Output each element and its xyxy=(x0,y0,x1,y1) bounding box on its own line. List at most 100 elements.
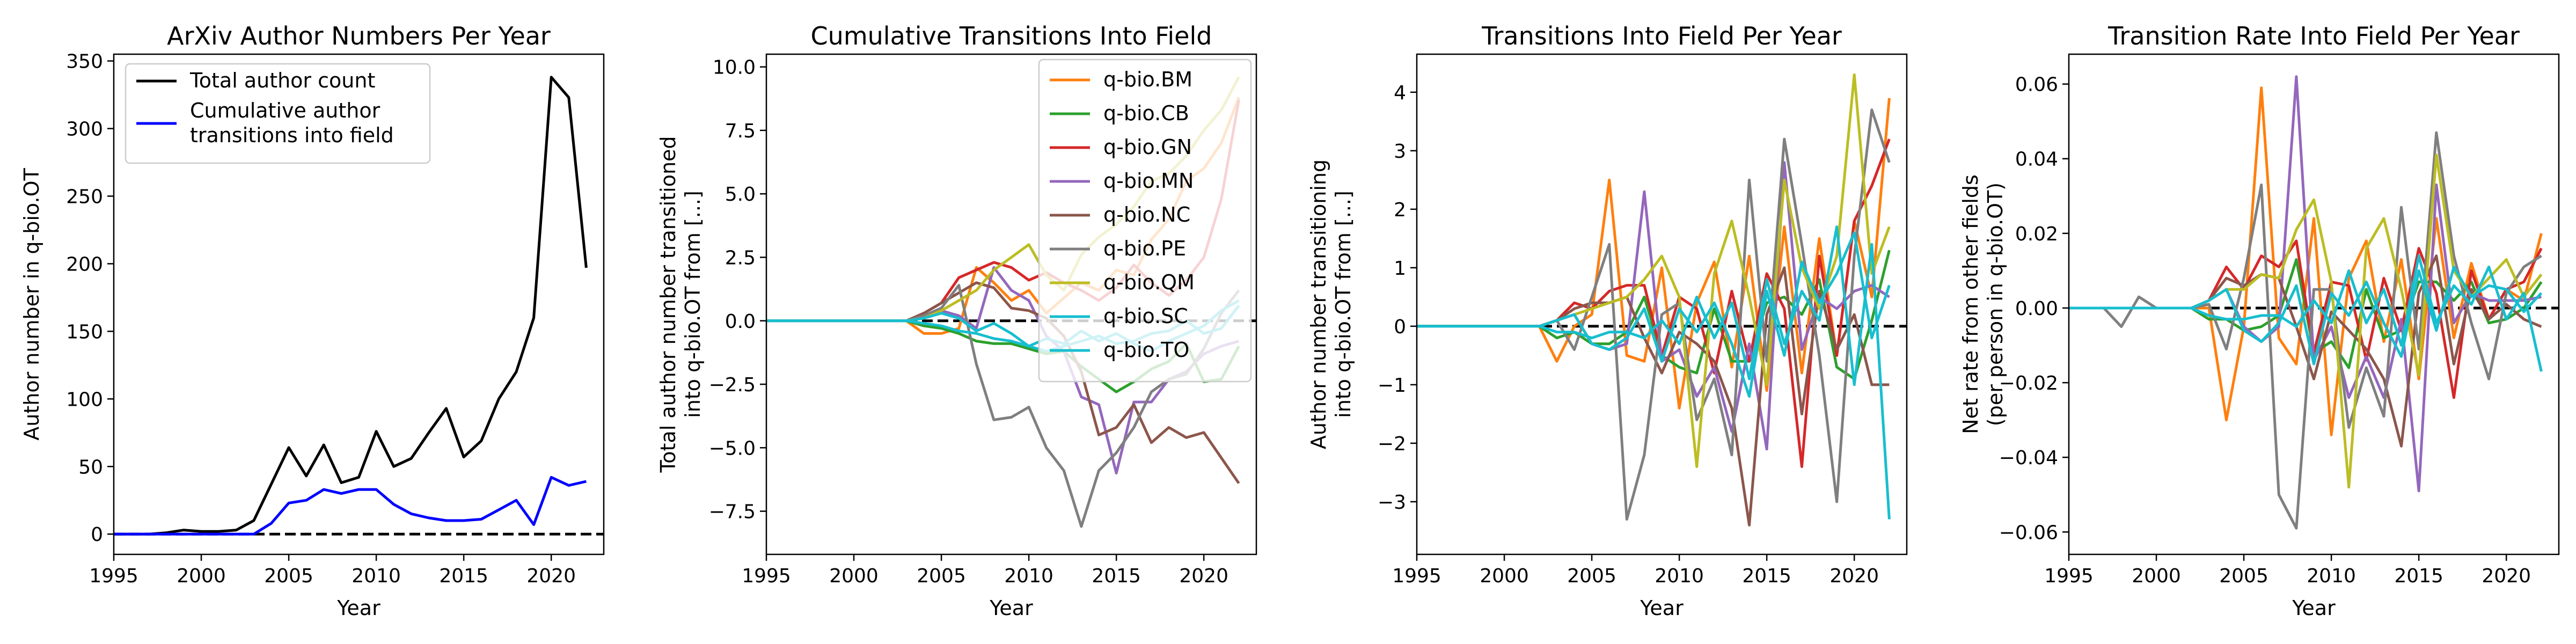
series-group xyxy=(2069,75,2543,530)
y-tick-label: 150 xyxy=(66,321,103,343)
plot-frame xyxy=(765,53,1257,555)
series-group xyxy=(114,76,588,536)
y-axis-label: Net rate from other fields(per person in… xyxy=(1959,174,2007,434)
x-tick-label: 2015 xyxy=(439,565,488,587)
legend: Total author count Cumulative authortrans… xyxy=(125,63,431,164)
legend-box xyxy=(1038,58,1252,383)
y-tick-label: 0.0 xyxy=(725,311,756,333)
legend-entry-label: q-bio.TO xyxy=(1103,338,1189,362)
chart-title: Transitions Into Field Per Year xyxy=(1481,21,1842,50)
x-axis-label: Year xyxy=(1640,596,1684,620)
y-tick-label: 250 xyxy=(66,186,103,208)
y-axis-label: Author number transitioninginto q-bio.OT… xyxy=(1307,159,1355,449)
x-tick-label: 2020 xyxy=(1829,565,1879,587)
x-tick-label: 2000 xyxy=(177,565,226,587)
y-tick-label: 2.5 xyxy=(725,247,756,269)
y-tick-label: 0 xyxy=(1394,316,1406,338)
y-tick-label: −0.06 xyxy=(1999,522,2058,544)
x-tick-label: 2010 xyxy=(1004,565,1053,587)
legend-entry-label: Total author count xyxy=(189,69,375,92)
y-tick-label: 2 xyxy=(1394,199,1406,221)
y-tick-label: −0.04 xyxy=(1999,447,2058,469)
x-tick-label: 1995 xyxy=(742,565,791,587)
plot-frame xyxy=(2068,53,2560,555)
chart-panel-2: Cumulative Transitions Into Field 1995 200… xyxy=(656,21,1257,620)
y-tick-label: 200 xyxy=(66,253,103,275)
series-line-cumulative-author-transitions-into-field xyxy=(114,475,587,536)
y-tick-label: −7.5 xyxy=(709,501,756,523)
series-line-q-bio-bm xyxy=(2069,86,2543,436)
y-tick-label: −2.5 xyxy=(709,374,756,396)
legend-box xyxy=(125,63,431,164)
x-tick-label: 2015 xyxy=(1092,565,1141,587)
y-axis-label-line: (per person in q-bio.OT) xyxy=(1984,182,2007,426)
legend-entry-label: q-bio.BM xyxy=(1103,68,1192,91)
series-group xyxy=(1417,73,1891,526)
x-tick-label: 2005 xyxy=(917,565,966,587)
legend-entry-label: q-bio.GN xyxy=(1103,135,1192,159)
legend: q-bio.BM q-bio.CB q-bio.GN q-bio.MN q-bio.NC… xyxy=(1038,58,1252,383)
chart-title: Cumulative Transitions Into Field xyxy=(811,21,1212,50)
y-tick-label: 0.04 xyxy=(2015,149,2058,171)
x-tick-label: 2005 xyxy=(264,565,313,587)
y-tick-label: −2 xyxy=(1378,433,1406,455)
x-tick-label: 2005 xyxy=(1567,565,1616,587)
y-axis-label: Author number in q-bio.OT xyxy=(20,168,43,441)
y-tick-label: 10.0 xyxy=(713,57,756,79)
plot-frame xyxy=(113,53,605,555)
y-tick-label: −1 xyxy=(1378,375,1406,397)
y-tick-label: 0 xyxy=(91,524,103,546)
y-tick-label: 100 xyxy=(66,389,103,411)
legend-entry-label: Cumulative author xyxy=(190,99,380,122)
y-tick-label: −5.0 xyxy=(709,437,756,459)
series-line-q-bio-pe xyxy=(2069,131,2542,530)
x-tick-label: 2020 xyxy=(526,565,576,587)
chart-title: Transition Rate Into Field Per Year xyxy=(2107,21,2520,50)
series-line-q-bio-to xyxy=(2069,265,2543,365)
x-tick-label: 2010 xyxy=(2307,565,2356,587)
chart-panel-3: Transitions Into Field Per Year 1995 2000 2… xyxy=(1307,21,1908,620)
x-axis-label: Year xyxy=(989,596,1033,620)
y-tick-label: 0.06 xyxy=(2015,74,2058,96)
x-tick-label: 2015 xyxy=(1742,565,1791,587)
y-tick-label: 50 xyxy=(78,456,103,478)
x-axis-label: Year xyxy=(2292,596,2336,620)
series-line-q-bio-to xyxy=(1417,231,1891,398)
x-tick-label: 1995 xyxy=(2044,565,2094,587)
chart-panel-4: Transition Rate Into Field Per Year 1995 2… xyxy=(1959,21,2560,620)
x-tick-label: 2005 xyxy=(2219,565,2268,587)
y-tick-label: 5.0 xyxy=(725,184,756,206)
legend-entry-label: q-bio.MN xyxy=(1103,169,1194,193)
x-axis-label: Year xyxy=(336,596,380,620)
series-line-q-bio-bm xyxy=(1417,98,1891,409)
plot-frame xyxy=(1416,53,1908,555)
x-tick-label: 2010 xyxy=(1655,565,1704,587)
x-tick-label: 2020 xyxy=(1179,565,1228,587)
x-tick-label: 2000 xyxy=(829,565,879,587)
y-tick-label: 350 xyxy=(66,51,103,73)
legend-entry-label: q-bio.PE xyxy=(1103,237,1186,260)
y-tick-label: 4 xyxy=(1394,82,1406,104)
x-tick-label: 2010 xyxy=(352,565,401,587)
y-tick-label: −3 xyxy=(1378,492,1406,514)
x-tick-label: 2015 xyxy=(2394,565,2443,587)
x-tick-label: 2020 xyxy=(2482,565,2531,587)
y-axis-label: Total author number transitionedinto q-b… xyxy=(656,136,705,473)
y-axis-label-line: into q-bio.OT from [...] xyxy=(681,191,705,418)
x-tick-label: 2000 xyxy=(1480,565,1529,587)
y-tick-label: 3 xyxy=(1394,141,1406,163)
y-axis-label-line: Author number transitioning xyxy=(1307,159,1330,449)
y-axis-label-line: Net rate from other fields xyxy=(1959,174,1982,434)
legend-entry-label: transitions into field xyxy=(190,123,394,147)
y-tick-label: 1 xyxy=(1394,258,1406,280)
chart-title: ArXiv Author Numbers Per Year xyxy=(167,21,551,50)
y-axis-label-line: Total author number transitioned xyxy=(656,136,680,473)
legend-entry-label: q-bio.NC xyxy=(1103,203,1190,226)
y-tick-label: −0.02 xyxy=(1999,372,2058,394)
y-tick-label: 0.02 xyxy=(2015,223,2058,245)
x-tick-label: 1995 xyxy=(89,565,138,587)
y-tick-label: 7.5 xyxy=(725,120,756,142)
y-axis-label-line: into q-bio.OT from [...] xyxy=(1331,191,1355,418)
